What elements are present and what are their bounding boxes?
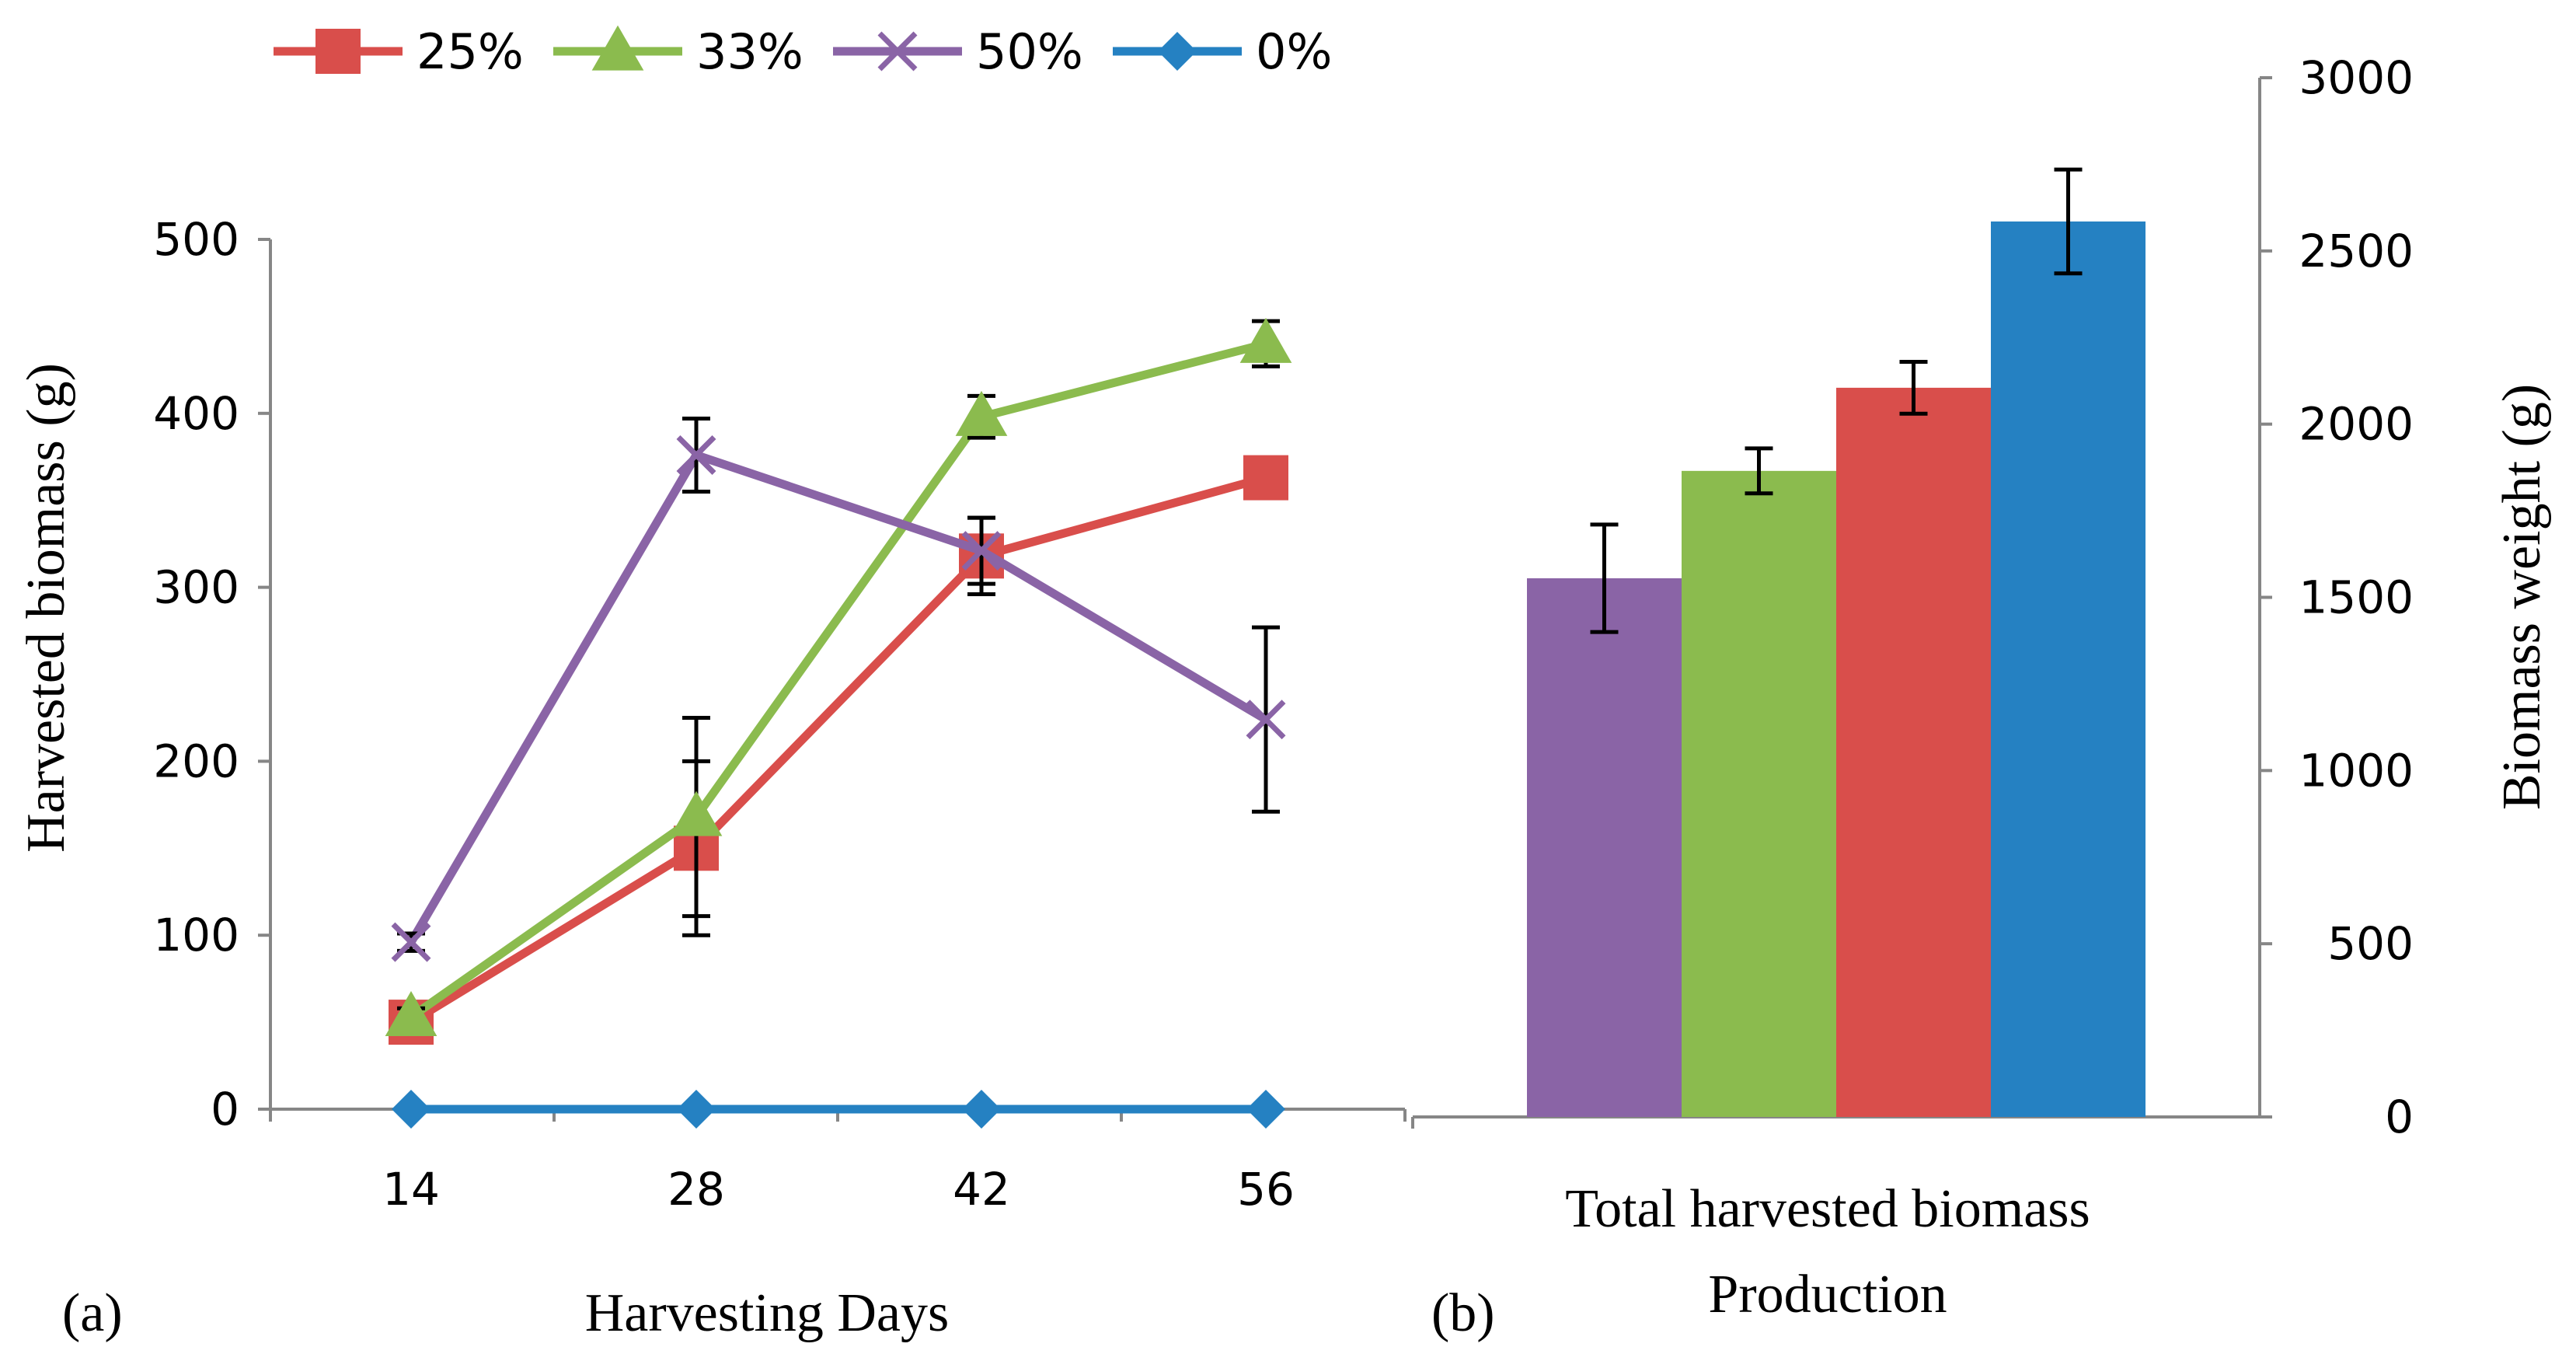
data-point-50% (676, 435, 716, 475)
panel-b-y-tick-label: 3000 (2299, 51, 2414, 104)
bar-0% (1991, 221, 2146, 1117)
legend-marker-50% (877, 31, 918, 72)
legend-label: 50% (976, 23, 1083, 80)
bar-33% (1682, 470, 1836, 1117)
legend-label: 33% (696, 23, 803, 80)
panel-a-line-chart: 0 100 200 300 400 500 14 28 42 56 Harvested biom… (16, 213, 1407, 1343)
panel-b-y-tick-label: 1000 (2299, 744, 2414, 797)
panel-a-y-axis-title: Harvested biomass (g) (16, 363, 76, 853)
data-point-50% (1246, 700, 1286, 740)
panel-b-y-axis-title: Biomass weight (g) (2492, 384, 2552, 810)
panel-a-label: (a) (62, 1283, 123, 1343)
legend-item-0%: 0% (1113, 23, 1332, 80)
data-point-0% (677, 1090, 716, 1129)
panel-a-x-tick-label: 14 (382, 1163, 440, 1216)
panel-a-x-tick-label: 42 (953, 1163, 1010, 1216)
error-bar (1590, 522, 1619, 634)
error-bar (2054, 167, 2083, 276)
panel-b-y-tick-label: 0 (2385, 1091, 2414, 1143)
data-point-50% (961, 531, 1002, 571)
data-point-33% (955, 390, 1008, 436)
legend-item-50%: 50% (833, 23, 1083, 80)
data-point-25% (1243, 455, 1288, 501)
legend-marker-0% (1158, 32, 1197, 71)
panel-a-y-tick-label: 0 (211, 1083, 239, 1136)
data-point-50% (391, 922, 431, 962)
data-point-33% (385, 991, 437, 1037)
panel-b-label: (b) (1431, 1283, 1495, 1343)
legend-label: 0% (1256, 23, 1332, 80)
panel-a-x-tick-label: 28 (668, 1163, 725, 1216)
panel-b-y-tick-label: 2000 (2299, 398, 2414, 451)
data-point-33% (1239, 317, 1292, 363)
data-point-0% (1246, 1090, 1285, 1129)
panel-a-x-axis-title: Harvesting Days (585, 1283, 950, 1343)
legend-label: 25% (417, 23, 524, 80)
error-bar (1745, 446, 1773, 496)
panel-a-y-tick-label: 400 (153, 387, 239, 440)
panel-a-y-tick-label: 100 (153, 909, 239, 961)
data-point-0% (392, 1090, 430, 1129)
panel-b-y-tick-label: 2500 (2299, 225, 2414, 277)
panel-b-y-tick-label: 500 (2327, 917, 2414, 970)
data-point-0% (962, 1090, 1001, 1129)
panel-a-y-tick-label: 500 (153, 213, 239, 266)
error-bar (1899, 359, 1928, 416)
panel-b-bar-chart: 0 500 1000 1500 2000 2500 3000 Biomass weight … (1411, 51, 2552, 1343)
legend-marker-25% (315, 29, 361, 74)
legend-item-33%: 33% (553, 23, 803, 80)
panel-b-x-axis-title-line-2: Production (1708, 1265, 1947, 1324)
legend-marker-33% (591, 25, 644, 71)
series-0% (392, 1090, 1285, 1129)
series-line-33% (408, 339, 1267, 1021)
panel-a-y-tick-label: 300 (153, 561, 239, 614)
panel-b-y-tick-label: 1500 (2299, 571, 2414, 624)
panel-a-x-tick-label: 56 (1237, 1163, 1295, 1216)
legend: 25% 33% 50% 0% (274, 23, 1332, 80)
series-line-50% (407, 451, 1268, 944)
bar-25% (1836, 387, 1991, 1117)
series-33% (385, 317, 1292, 1037)
data-point-33% (670, 790, 723, 836)
series-50% (391, 417, 1286, 962)
panel-b-x-axis-title-line-1: Total harvested biomass (1565, 1179, 2090, 1239)
series-line-25% (409, 473, 1267, 1026)
bar-50% (1527, 578, 1682, 1117)
panel-a-y-tick-label: 200 (153, 735, 239, 787)
legend-item-25%: 25% (274, 23, 524, 80)
